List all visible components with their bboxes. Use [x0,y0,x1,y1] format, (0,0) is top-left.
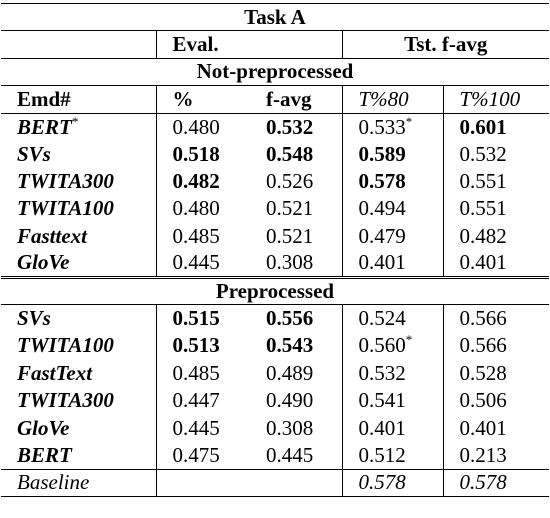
baseline-row: Baseline 0.578 0.578 [1,469,549,498]
cell-eval-favg: 0.556 [250,304,343,333]
table-row: Fasttext 0.485 0.521 0.479 0.482 [1,222,549,251]
table-row: TWITA100 0.480 0.521 0.494 0.551 [1,195,549,223]
cell-t100: 0.401 [459,415,507,440]
table-row: GloVe 0.445 0.308 0.401 0.401 [1,414,549,442]
cell-t80-marker: * [405,332,413,348]
cell-t100: 0.506 [459,388,507,413]
cell-t80: 0.512 [342,441,444,470]
group-header-eval: Eval. [156,30,343,59]
cell-eval-favg: 0.543 [250,332,343,360]
cell-t80: 0.532 [342,359,444,387]
group-header-empty [1,30,157,59]
cell-eval-percent: 0.480 [172,196,220,221]
cell-t100: 0.551 [459,169,507,194]
cell-t100: 0.528 [459,360,507,385]
cell-eval-percent: 0.485 [172,223,220,248]
cell-t80: 0.560* [342,332,444,360]
row-name: SVs [1,140,157,168]
section1-title: Not-preprocessed [1,58,549,87]
cell-t100: 0.551 [459,196,507,221]
cell-eval-percent: 0.447 [172,388,220,413]
col-header-emd: Emd# [1,85,157,114]
row-name-marker: * [71,113,79,129]
cell-t80: 0.401 [342,414,444,442]
cell-eval-favg: 0.489 [250,359,343,387]
cell-t80: 0.541 [342,386,444,415]
cell-eval-favg: 0.548 [250,140,343,168]
table-title: Task A [1,2,549,32]
cell-t100: 0.532 [459,141,507,166]
table-row: TWITA100 0.513 0.543 0.560* 0.566 [1,332,549,360]
table-row: GloVe 0.445 0.308 0.401 0.401 [1,250,549,278]
cell-t80-marker: * [405,113,413,129]
cell-t100: 0.482 [459,223,507,248]
table-row: SVs 0.518 0.548 0.589 0.532 [1,140,549,168]
cell-eval-favg: 0.532 [250,113,343,141]
cell-eval-percent: 0.445 [172,415,220,440]
row-name: FastText [1,359,157,387]
cell-t80: 0.524 [342,304,444,333]
table-row: FastText 0.485 0.489 0.532 0.528 [1,359,549,387]
cell-eval-favg: 0.490 [250,386,343,415]
cell-t100: 0.566 [459,333,507,358]
baseline-t80: 0.578 [342,469,444,498]
group-header-test: Tst. f-avg [342,30,549,59]
cell-t80: 0.589 [342,140,444,168]
cell-eval-percent: 0.475 [156,441,250,470]
col-header-t100: T%100 [443,85,549,114]
baseline-name: Baseline [1,469,157,498]
row-name: GloVe [1,250,157,278]
row-name: SVs [1,304,157,333]
row-name: Fasttext [1,222,157,251]
baseline-eval-percent [156,469,250,498]
title-row: Task A [1,2,549,32]
cell-eval-favg: 0.521 [250,195,343,223]
row-name: TWITA300 [1,386,157,415]
cell-eval-percent: 0.518 [172,141,220,166]
column-header-row: Emd# % f-avg T%80 T%100 [1,85,549,114]
section-title-row: Preprocessed [1,275,549,306]
cell-t100: 0.601 [459,114,507,139]
table-row: TWITA300 0.447 0.490 0.541 0.506 [1,386,549,415]
col-header-t80: T%80 [342,85,444,114]
row-name: GloVe [1,414,157,442]
row-name: BERT* [1,113,157,141]
results-table: Task A Eval. Tst. f-avg Not-preprocessed… [1,2,549,498]
section2-title: Preprocessed [1,275,549,306]
cell-t80: 0.401 [342,250,444,278]
row-name: BERT [1,441,157,470]
cell-t80: 0.578 [342,167,444,196]
cell-eval-percent: 0.480 [172,114,220,139]
table-row: TWITA300 0.482 0.526 0.578 0.551 [1,167,549,196]
col-header-percent: % [156,85,250,114]
cell-eval-favg: 0.526 [250,167,343,196]
cell-eval-percent: 0.515 [172,306,220,331]
col-header-favg: f-avg [250,85,343,114]
cell-t100: 0.401 [459,250,507,275]
baseline-eval-favg [250,469,343,498]
row-name: TWITA100 [1,195,157,223]
cell-eval-percent: 0.513 [172,333,220,358]
section-title-row: Not-preprocessed [1,58,549,87]
cell-eval-percent: 0.482 [172,169,220,194]
table-row: BERT 0.475 0.445 0.512 0.213 [1,441,549,470]
cell-eval-percent: 0.445 [172,250,220,275]
row-name: TWITA100 [1,332,157,360]
cell-eval-favg: 0.308 [250,414,343,442]
table-row: SVs 0.515 0.556 0.524 0.566 [1,304,549,333]
cell-t100: 0.566 [459,306,507,331]
table-row: BERT* 0.480 0.532 0.533* 0.601 [1,113,549,141]
cell-t80: 0.533* [342,113,444,141]
cell-t80: 0.494 [342,195,444,223]
row-name: TWITA300 [1,167,157,196]
cell-eval-percent: 0.485 [172,360,220,385]
cell-eval-favg: 0.521 [250,222,343,251]
group-header-row: Eval. Tst. f-avg [1,30,549,59]
cell-t100: 0.213 [443,441,549,470]
cell-eval-favg: 0.308 [250,250,343,278]
cell-eval-favg: 0.445 [250,441,343,470]
baseline-t100: 0.578 [443,469,549,498]
cell-t80: 0.479 [342,222,444,251]
